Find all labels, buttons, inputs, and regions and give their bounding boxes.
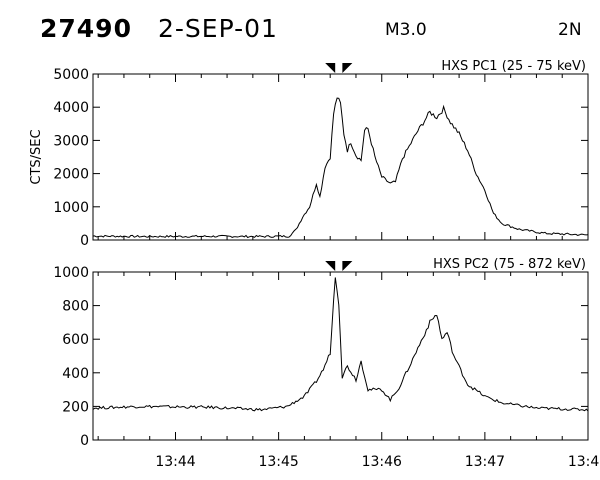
y-tick-label: 5000 (53, 67, 89, 83)
channel-label: HXS PC2 (75 - 872 keV) (433, 257, 586, 272)
y-axis-label: CTS/SEC (29, 129, 44, 184)
flare-class: M3.0 (385, 20, 427, 40)
y-tick-label: 1000 (53, 200, 89, 216)
y-tick-label: 1000 (53, 265, 89, 281)
interval-marker (342, 261, 353, 271)
y-tick-label: 200 (62, 399, 89, 415)
panel-1: 0 1000 2000 3000 4000 5000 CTS/SEC HXS PC1 (25 … (29, 59, 589, 249)
event-date: 2-SEP-01 (158, 14, 278, 43)
y-tick-label: 3000 (53, 133, 89, 149)
event-number: 27490 (40, 14, 132, 43)
x-tick-label: 13:45 (258, 454, 298, 470)
y-tick-label: 0 (80, 433, 89, 449)
plot-frame (92, 73, 589, 241)
y-tick-label: 800 (62, 299, 89, 315)
y-tick-label: 0 (80, 233, 89, 249)
channel-label: HXS PC1 (25 - 75 keV) (441, 59, 586, 74)
x-tick-label: 13:48 (568, 454, 600, 470)
y-tick-label: 4000 (53, 100, 89, 116)
y-tick-label: 2000 (53, 167, 89, 183)
y-tick-label: 600 (62, 332, 89, 348)
event-tag: 2N (558, 20, 582, 40)
x-tick-label: 13:47 (465, 454, 505, 470)
x-tick-label: 13:46 (362, 454, 402, 470)
interval-marker (325, 63, 336, 73)
lightcurve-series (92, 97, 589, 239)
interval-marker (342, 63, 353, 73)
panel-2: 0 200 400 600 800 1000 HXS PC2 (75 - 872 keV) (53, 257, 589, 449)
lightcurve-series (92, 277, 589, 412)
interval-marker (325, 261, 336, 271)
y-tick-label: 400 (62, 366, 89, 382)
x-tick-label: 13:44 (155, 454, 195, 470)
plot-frame (92, 271, 589, 441)
